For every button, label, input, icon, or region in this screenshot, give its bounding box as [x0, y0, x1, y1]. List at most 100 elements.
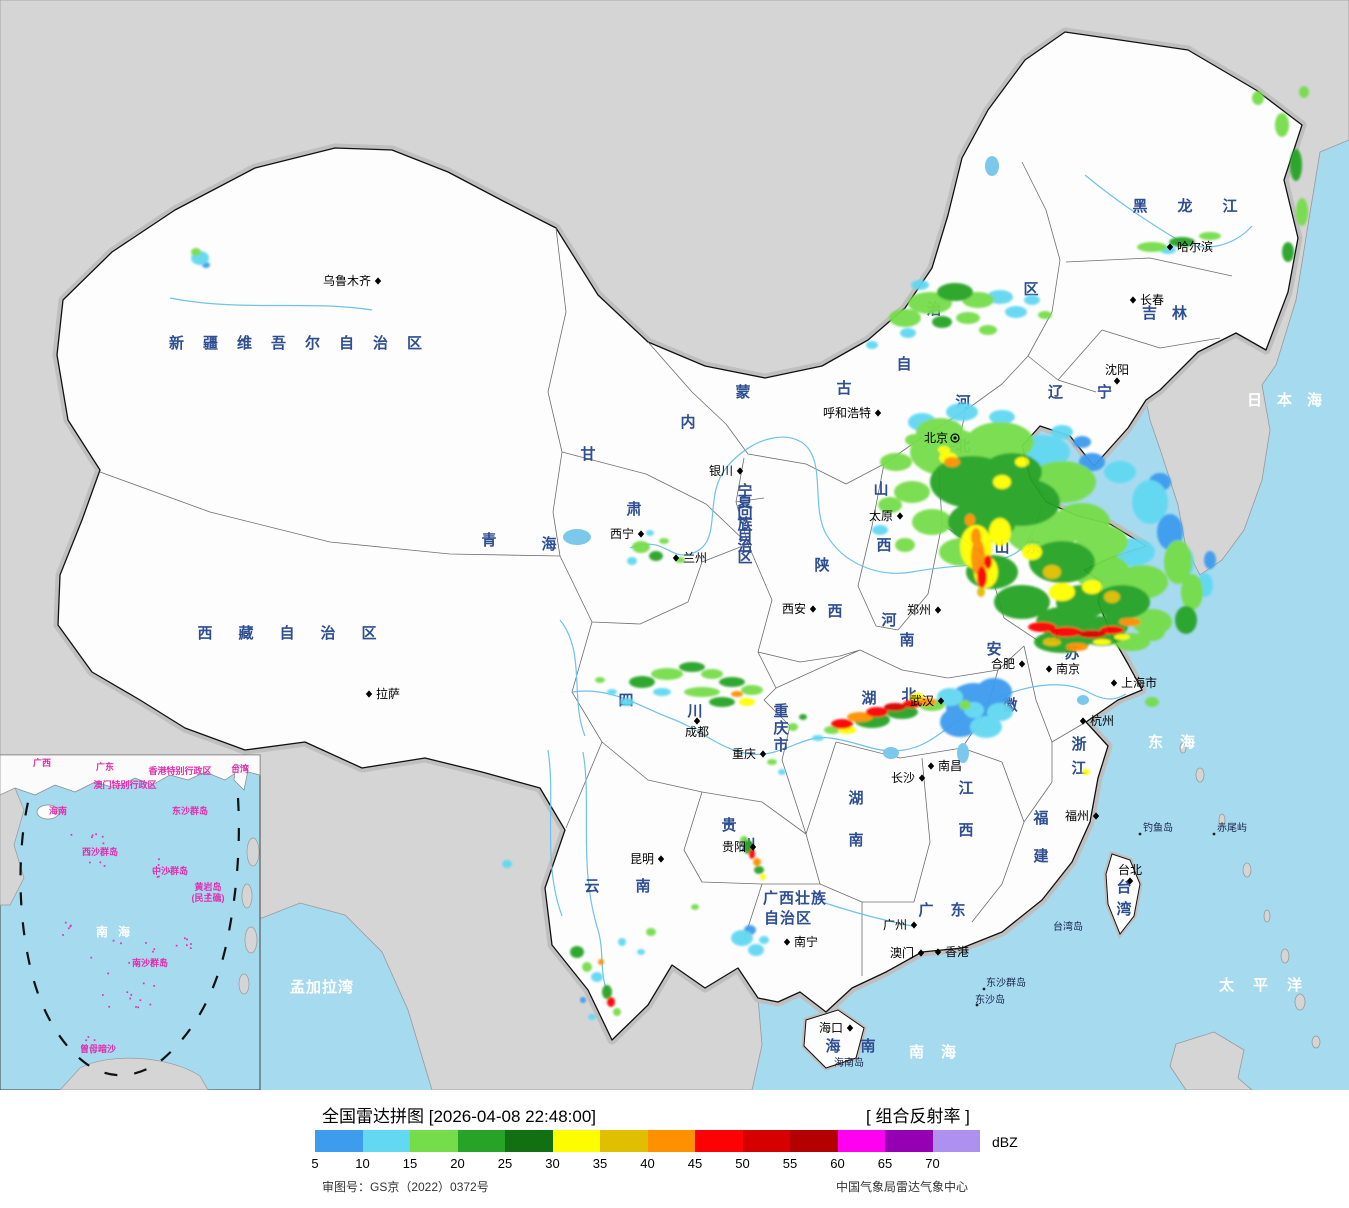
- radar-echo: [646, 928, 656, 936]
- city-label: 南昌: [938, 758, 962, 773]
- legend-title: 全国雷达拼图 [2026-04-08 22:48:00]: [322, 1107, 597, 1126]
- inset-island-speck: [152, 960, 155, 962]
- province-label: 市: [773, 736, 788, 754]
- inset-island-label: 台湾: [231, 763, 249, 774]
- province-label: 宁: [737, 482, 752, 500]
- city-label: 长沙: [891, 771, 915, 785]
- province-label: 广西壮族: [763, 889, 827, 907]
- radar-echo: [1082, 580, 1102, 594]
- radar-echo: [903, 700, 921, 708]
- radar-echo: [607, 997, 615, 1007]
- radar-echo: [911, 280, 929, 290]
- colorbar-segment: [742, 1130, 790, 1152]
- radar-echo: [976, 678, 1012, 706]
- colorbar-tick: 60: [830, 1156, 845, 1171]
- radar-echo: [812, 735, 824, 741]
- legend-product-label: [ 组合反射率 ]: [866, 1107, 970, 1126]
- radar-echo: [1137, 242, 1167, 252]
- colorbar-tick: 30: [545, 1156, 560, 1171]
- radar-echo: [741, 685, 763, 695]
- inset-island-speck: [183, 937, 186, 940]
- ryukyu-island: [1311, 1035, 1321, 1049]
- radar-echo: [1015, 457, 1029, 467]
- city-marker: [896, 512, 904, 520]
- radar-echo: [1299, 86, 1309, 98]
- radar-echo: [778, 769, 786, 775]
- province-label: 海: [825, 1037, 840, 1055]
- radar-echo: [1043, 565, 1061, 579]
- city-marker: [657, 855, 665, 863]
- inset-island-speck: [142, 982, 145, 985]
- radar-echo: [918, 698, 936, 706]
- inset-island-label: 东沙群岛: [172, 805, 208, 816]
- inset-island-label: (民主礁): [192, 892, 225, 903]
- colorbar-ticks: 5 10 15 20 25 30 35 40 45 50 55 60 65 70: [311, 1156, 980, 1172]
- island-label: 东沙岛: [975, 993, 1005, 1006]
- taihu-lake: [1077, 695, 1089, 705]
- island-label: 东沙群岛: [986, 976, 1026, 989]
- city-label: 沈阳: [1105, 362, 1129, 377]
- province-label: 区: [1023, 281, 1038, 298]
- city-label: 澳门: [890, 945, 914, 960]
- river: [582, 751, 607, 989]
- inset-island-speck: [208, 892, 211, 895]
- province-label: 河: [881, 611, 896, 629]
- inset-island-speck: [107, 972, 110, 975]
- province-label: 甘: [580, 445, 595, 463]
- inset-island-label: 香港特别行政区: [147, 765, 211, 776]
- radar-echo: [1028, 622, 1056, 632]
- radar-echo: [979, 325, 997, 335]
- hainan-island: [803, 1009, 865, 1069]
- city-marker: [934, 606, 942, 614]
- inset-island-speck: [129, 997, 132, 1000]
- radar-echo: [191, 248, 201, 256]
- province-label: 西: [958, 822, 973, 839]
- inset-island-speck: [137, 1006, 140, 1009]
- inset-island-speck: [152, 950, 154, 953]
- radar-echo: [748, 944, 764, 956]
- city-label: 北京: [924, 431, 948, 445]
- province-label: 自: [896, 355, 911, 373]
- inset-island-speck: [64, 921, 67, 924]
- inset-island-speck: [153, 985, 156, 987]
- city-label: 南京: [1056, 661, 1080, 676]
- inset-hainan: [36, 804, 60, 820]
- radar-echo: [701, 669, 723, 679]
- city-label: 西宁: [610, 526, 634, 541]
- colorbar-tick: 20: [450, 1156, 465, 1171]
- radar-echo: [993, 475, 1011, 489]
- radar-echo: [598, 959, 604, 965]
- radar-echo: [932, 316, 952, 328]
- radar-echo: [591, 972, 603, 982]
- inset-philippine-island: [246, 837, 260, 867]
- province-label: 陕: [814, 556, 829, 574]
- inset-island-label: 西沙群岛: [82, 846, 118, 857]
- inset-island-speck: [128, 961, 131, 964]
- inset-island-label: 广西: [33, 757, 51, 768]
- radar-echo: [1181, 574, 1203, 610]
- province-label: 南: [848, 831, 863, 849]
- city-marker: [937, 697, 945, 705]
- radar-echo: [1049, 583, 1075, 601]
- city-marker: [1129, 296, 1137, 304]
- inset-island-speck: [95, 833, 97, 836]
- radar-echo: [1252, 91, 1264, 105]
- radar-echo: [1082, 769, 1090, 775]
- city-marker: [1079, 717, 1087, 725]
- radar-echo: [618, 938, 626, 946]
- colorbar-segment: [315, 1130, 363, 1152]
- colorbar-tick: 55: [782, 1156, 798, 1171]
- province-borders: [99, 161, 1233, 976]
- province-label: 贵: [721, 816, 736, 834]
- inset-taiwan: [233, 763, 249, 791]
- province-label: 肃: [626, 500, 641, 518]
- radar-echo: [684, 687, 720, 697]
- inset-sea-label: 南海: [96, 924, 140, 939]
- radar-echo: [788, 723, 798, 731]
- hulun-lake: [985, 156, 999, 176]
- city-marker: [846, 1024, 854, 1032]
- city-marker: [934, 948, 942, 956]
- city-marker: [809, 605, 817, 613]
- river: [559, 619, 586, 737]
